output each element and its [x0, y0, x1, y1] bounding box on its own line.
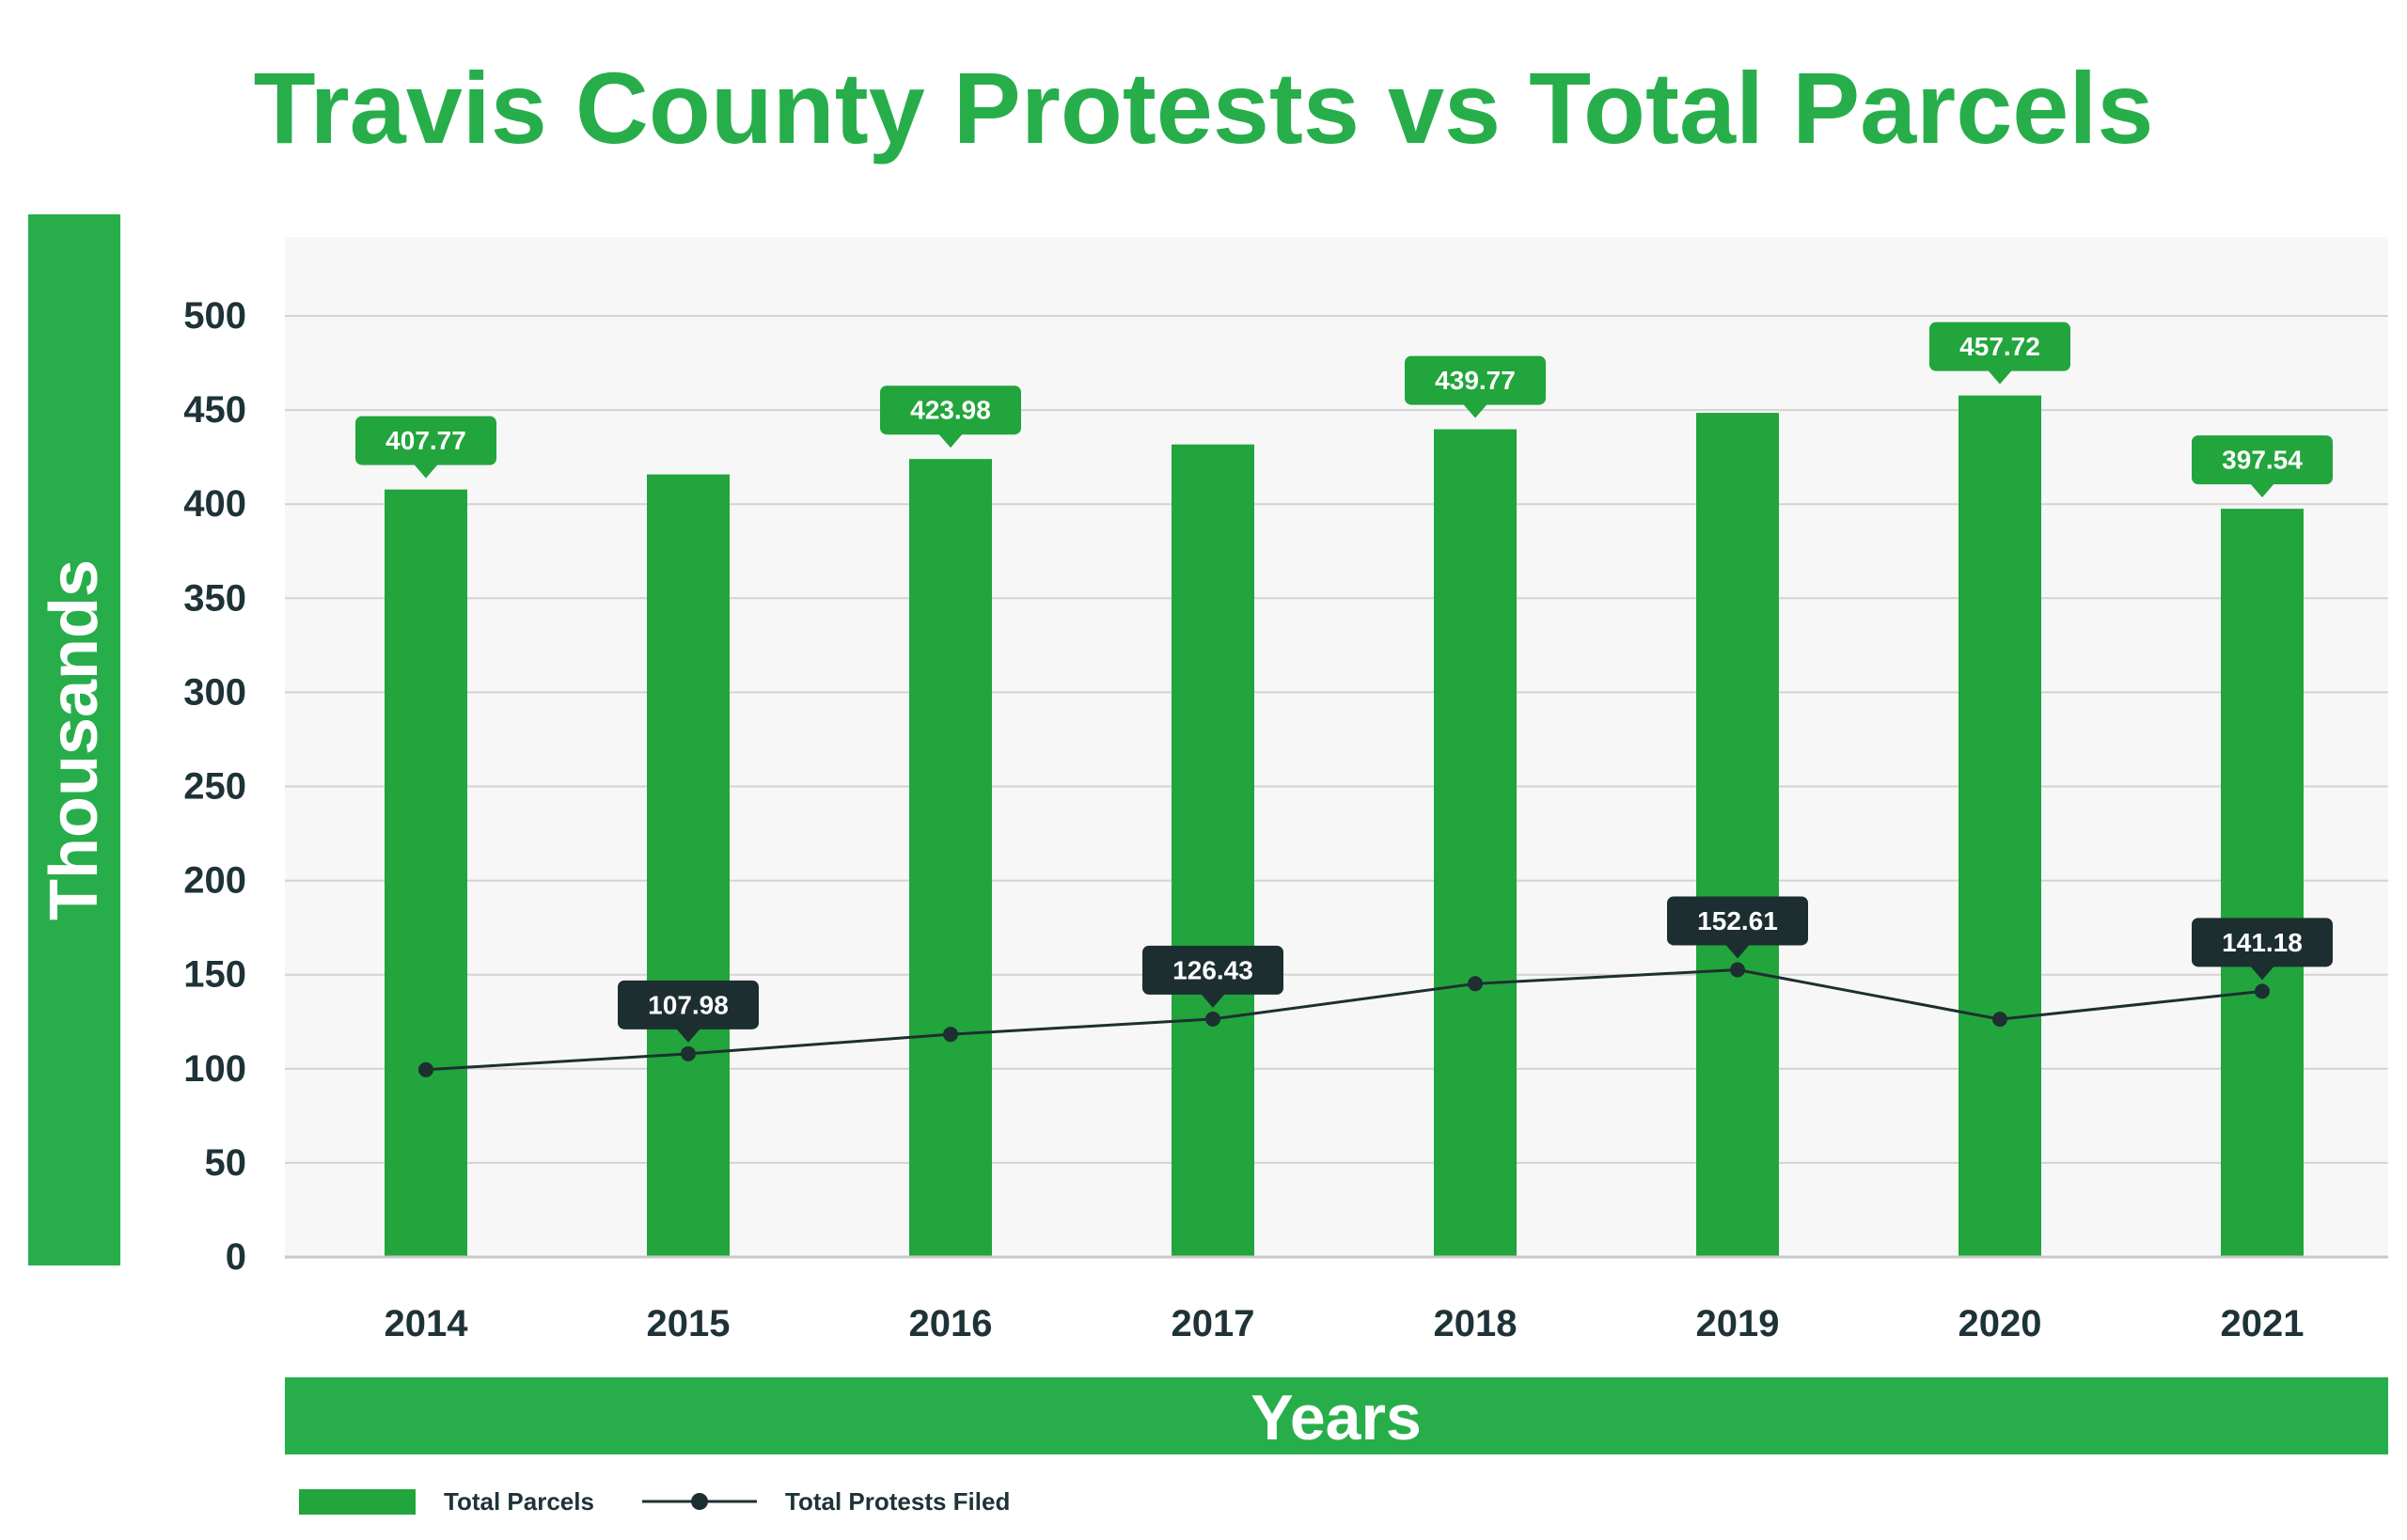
data-label-box [1142, 945, 1283, 995]
bar [909, 459, 992, 1258]
data-label-box [880, 385, 1021, 435]
x-axis-ticks: 2014 2015 2016 2017 2018 2019 2020 2021 [385, 1303, 2305, 1344]
x-tick-label: 2015 [647, 1303, 731, 1344]
data-label-text: 407.77 [385, 426, 466, 455]
y-tick-label: 0 [226, 1236, 246, 1278]
chart-title: Travis County Protests vs Total Parcels [253, 51, 2154, 165]
data-label: 439.77 [1405, 355, 1546, 418]
data-label-text: 457.72 [1959, 332, 2040, 361]
y-tick-label: 350 [183, 577, 246, 619]
data-label: 141.18 [2192, 918, 2333, 981]
legend: Total Parcels Total Protests Filed [299, 1487, 1010, 1516]
data-label-box [1929, 322, 2070, 371]
y-tick-label: 200 [183, 860, 246, 902]
bar [1434, 429, 1517, 1258]
line-point [1730, 962, 1745, 978]
bar [385, 489, 467, 1257]
bar [1696, 413, 1779, 1257]
line-point [943, 1027, 958, 1043]
line-point [1468, 976, 1483, 992]
legend-label-total-protests: Total Protests Filed [785, 1487, 1010, 1516]
y-tick-label: 150 [183, 954, 246, 996]
data-label-box [618, 980, 759, 1029]
x-tick-label: 2020 [1959, 1303, 2042, 1344]
data-label-box [1405, 355, 1546, 405]
line-point [418, 1061, 433, 1077]
data-label-box [355, 416, 496, 465]
bar [1172, 444, 1254, 1258]
y-tick-label: 400 [183, 483, 246, 525]
y-axis-label-band [28, 214, 120, 1265]
line-point [1205, 1011, 1220, 1027]
data-label-pointer [676, 1028, 700, 1043]
legend-line-marker [691, 1493, 708, 1510]
plot-area [285, 237, 2388, 1258]
data-label-box [1667, 896, 1808, 946]
y-tick-label: 250 [183, 766, 246, 808]
data-label-text: 141.18 [2222, 928, 2303, 957]
x-tick-label: 2017 [1172, 1303, 1255, 1344]
bar [1959, 395, 2041, 1258]
y-tick-label: 300 [183, 671, 246, 713]
y-axis-ticks: 0 50 100 150 200 250 300 350 400 450 500 [183, 295, 246, 1278]
y-tick-label: 500 [183, 295, 246, 337]
data-label: 152.61 [1667, 896, 1808, 959]
data-label-text: 423.98 [910, 396, 991, 425]
data-label-pointer [938, 433, 963, 448]
data-label-text: 439.77 [1435, 366, 1516, 395]
y-axis-label: Thousands [37, 559, 112, 920]
line-point [1992, 1012, 2007, 1028]
x-tick-label: 2019 [1696, 1303, 1780, 1344]
data-label-box [2192, 435, 2333, 485]
data-label-text: 126.43 [1172, 955, 1253, 984]
line-series [418, 962, 2270, 1077]
data-label-pointer [1725, 944, 1750, 959]
x-tick-label: 2021 [2221, 1303, 2305, 1344]
data-label-text: 107.98 [648, 990, 729, 1019]
y-tick-label: 450 [183, 389, 246, 431]
data-label: 126.43 [1142, 945, 1283, 1008]
data-label-text: 397.54 [2222, 446, 2303, 475]
y-tick-label: 100 [183, 1048, 246, 1090]
data-label-text: 152.61 [1697, 906, 1778, 935]
data-label: 457.72 [1929, 322, 2070, 385]
data-label-box [2192, 918, 2333, 967]
data-label: 397.54 [2192, 435, 2333, 498]
data-label-pointer [414, 464, 438, 479]
bar [2221, 509, 2304, 1257]
data-label-pointer [1463, 403, 1487, 418]
line-point [2255, 983, 2270, 999]
data-label-pointer [2250, 966, 2274, 981]
series-line [425, 967, 2263, 1072]
x-tick-label: 2016 [909, 1303, 993, 1344]
data-labels: 407.77 423.98 439.77 457.72 397.54 107.98 126.… [355, 322, 2333, 1043]
x-tick-label: 2014 [385, 1303, 469, 1344]
bar-series [385, 395, 2304, 1258]
x-tick-label: 2018 [1434, 1303, 1518, 1344]
x-axis-label: Years [1251, 1382, 1422, 1454]
data-label: 423.98 [880, 385, 1021, 448]
data-label-pointer [1988, 369, 2012, 385]
x-axis-label-band [285, 1377, 2388, 1454]
data-label-pointer [1201, 993, 1225, 1008]
data-label: 407.77 [355, 416, 496, 479]
legend-bar-swatch [299, 1489, 416, 1515]
bar [647, 474, 730, 1258]
legend-label-total-parcels: Total Parcels [444, 1487, 594, 1516]
y-tick-label: 50 [205, 1142, 247, 1184]
line-point [681, 1045, 696, 1061]
data-label: 107.98 [618, 980, 759, 1043]
data-label-pointer [2250, 483, 2274, 498]
